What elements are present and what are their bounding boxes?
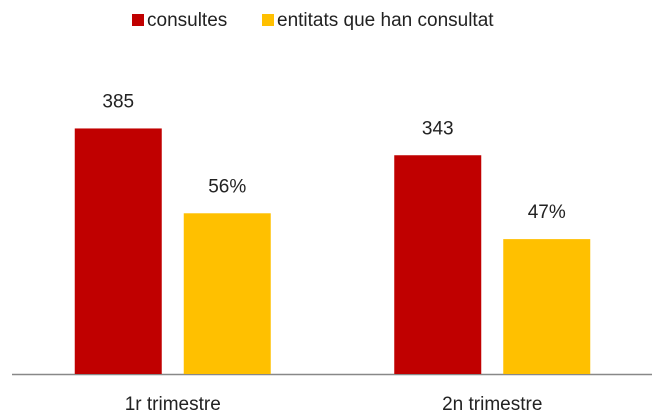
data-label: 56%: [208, 176, 246, 197]
legend-label: entitats que han consultat: [277, 10, 494, 31]
bar: [74, 128, 162, 374]
legend-swatch: [262, 14, 274, 26]
x-tick-label: 1r trimestre: [125, 394, 221, 415]
legend-swatch: [132, 14, 144, 26]
legend-label: consultes: [147, 10, 227, 31]
bar: [183, 213, 271, 374]
x-tick-label: 2n trimestre: [442, 394, 542, 415]
data-label: 385: [102, 91, 134, 112]
bar: [503, 239, 591, 374]
data-label: 343: [422, 118, 454, 139]
data-label: 47%: [528, 202, 566, 223]
bar: [394, 155, 482, 374]
